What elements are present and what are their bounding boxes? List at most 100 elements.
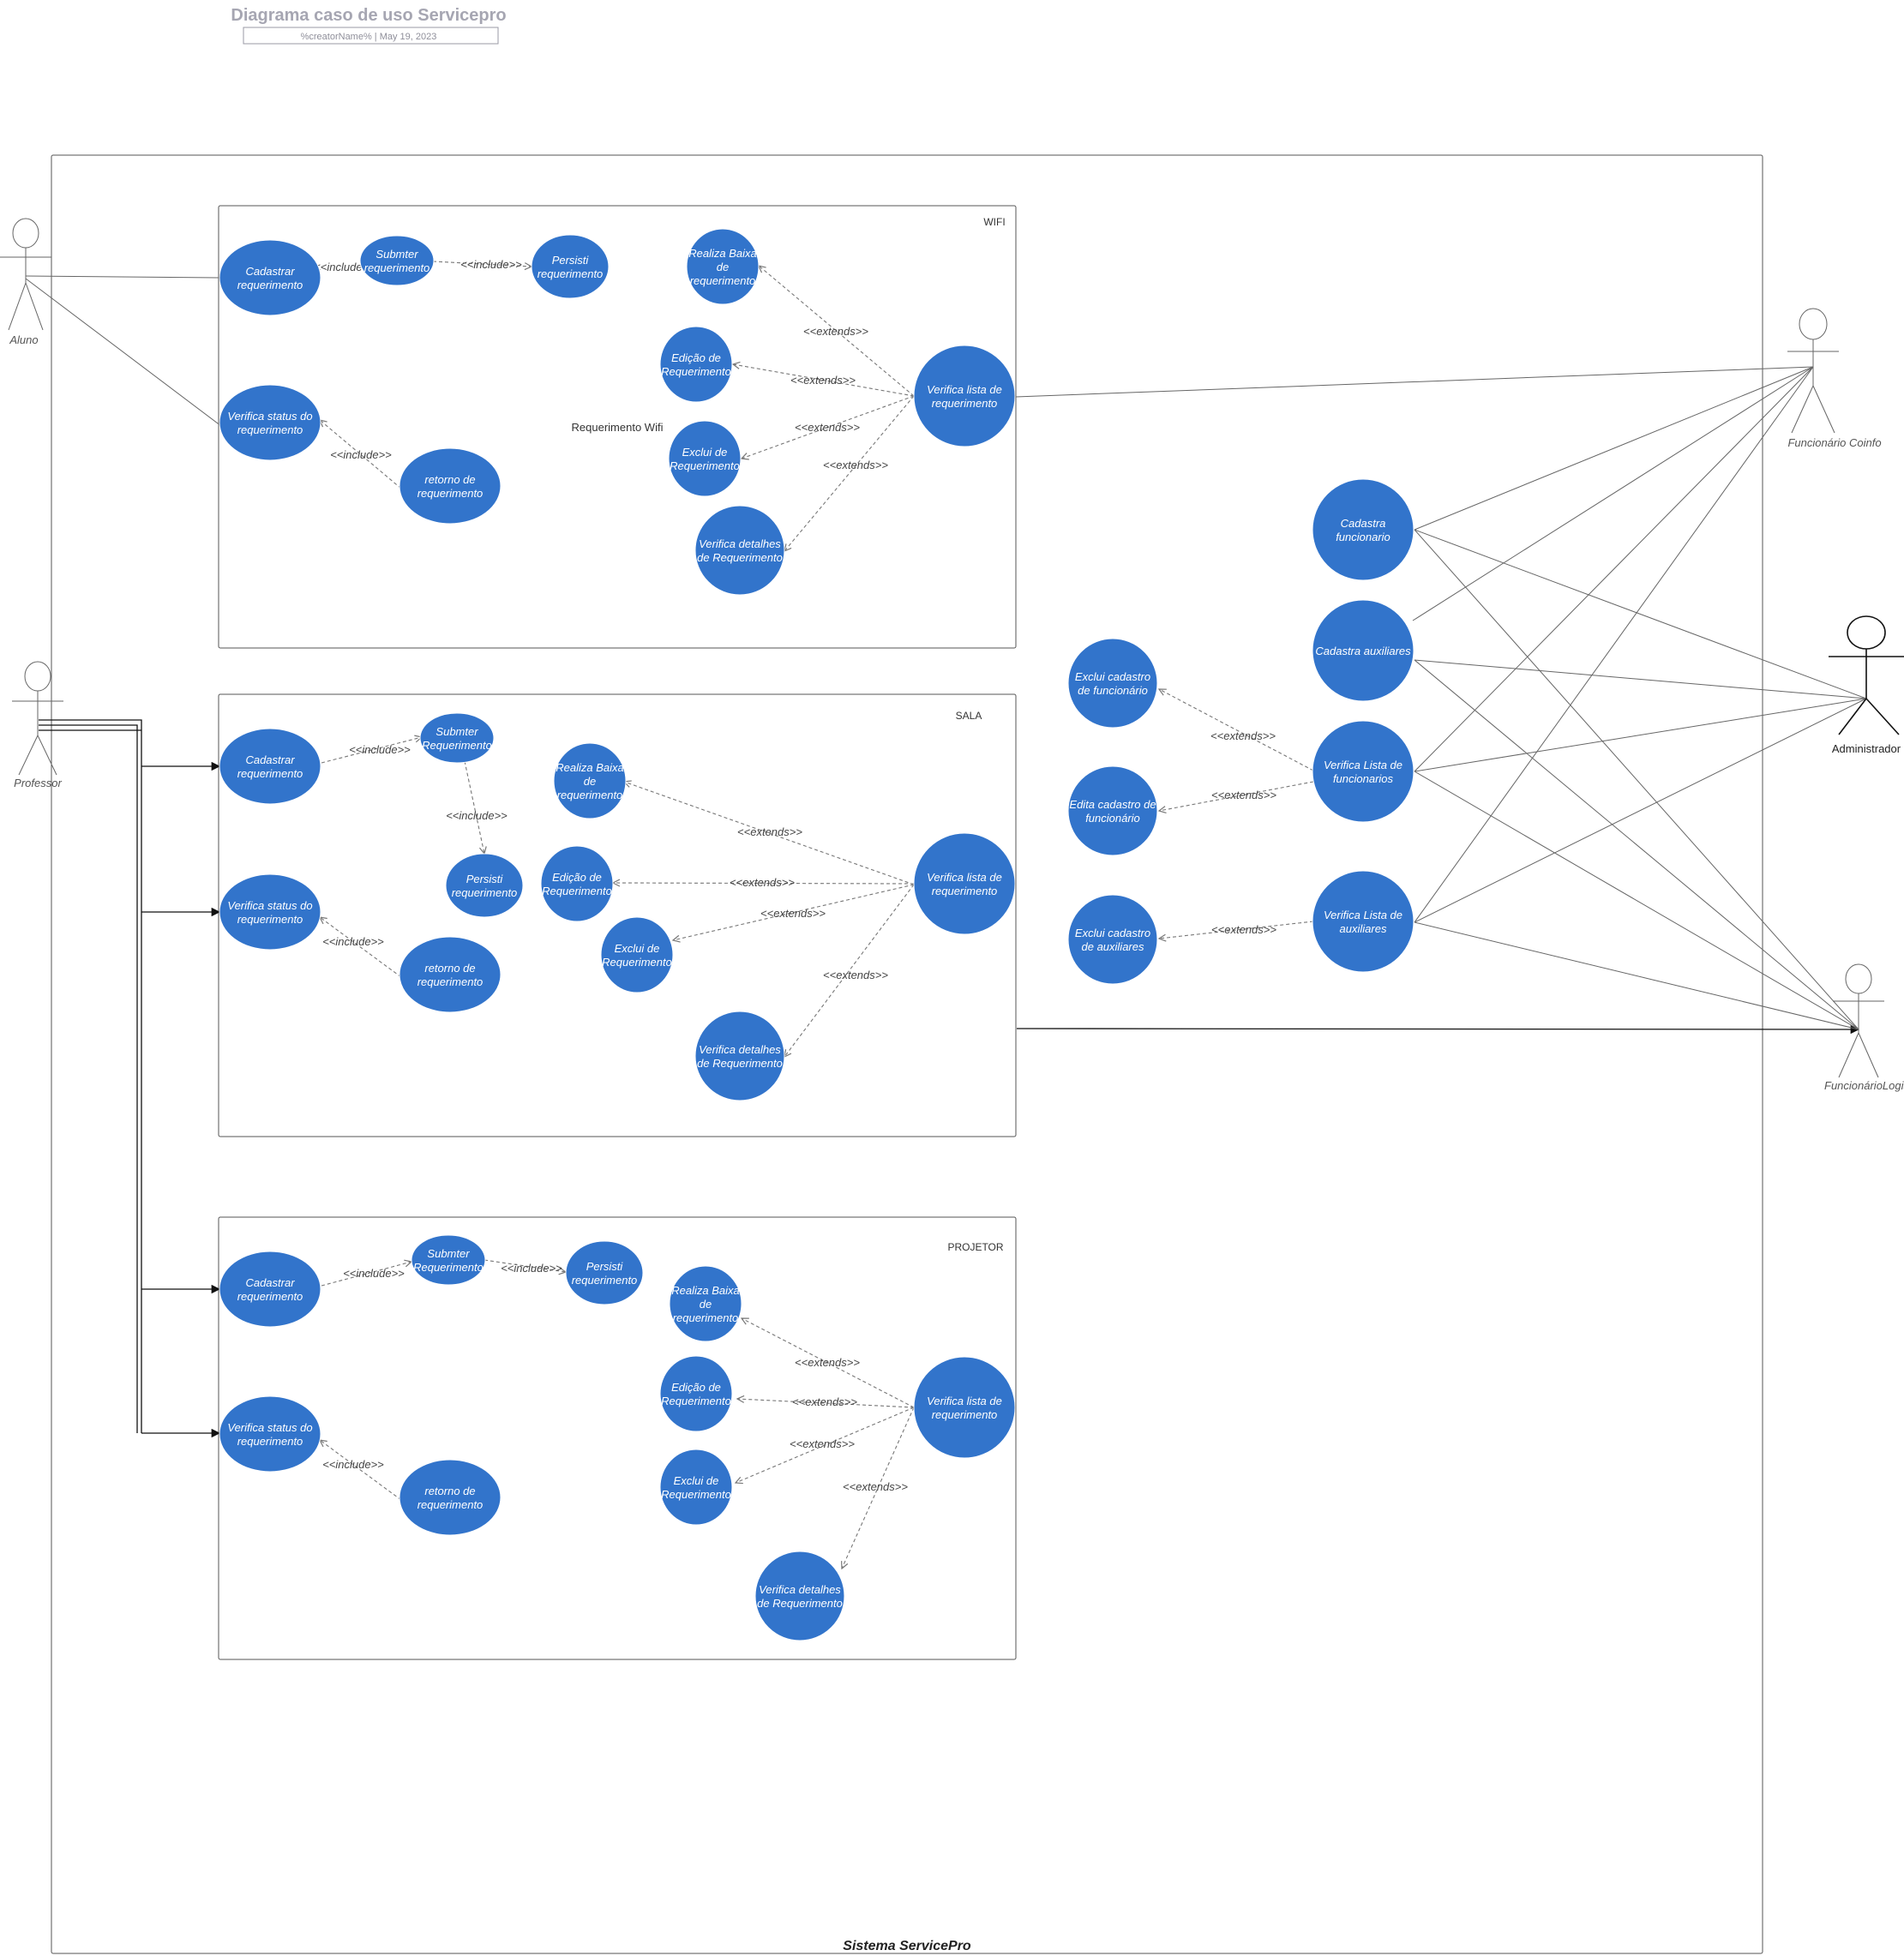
admin-uc-verifica-lista-funcionarios-shape[interactable]	[1312, 720, 1414, 823]
wifi-uc-edicao-requerimento-label-line: Requerimento	[661, 365, 731, 378]
assoc-coinfo-lista-aux	[1414, 366, 1814, 923]
actor-funcionario-coinfo[interactable]: Funcionário Coinfo	[1787, 308, 1882, 449]
admin-uc-cadastra-auxiliares[interactable]: Cadastra auxiliares	[1312, 599, 1414, 702]
sala-uc-exclui-requerimento-shape[interactable]	[600, 916, 674, 993]
actor-funcionario-logistica[interactable]: FuncionárioLogistica	[1824, 963, 1904, 1092]
proj-uc-verifica-lista-shape[interactable]	[913, 1356, 1016, 1459]
proj-uc-verifica-status-shape[interactable]	[219, 1395, 321, 1473]
proj-uc-exclui-requerimento-label-line: Requerimento	[661, 1488, 731, 1501]
wifi-uc-retorno-requerimento-label-line: retorno de	[424, 473, 475, 486]
assoc-log-lista-func	[1414, 771, 1859, 1030]
wifi-uc-verifica-detalhes-shape[interactable]	[694, 505, 785, 596]
sala-uc-realiza-baixa-shape[interactable]	[553, 742, 627, 819]
admin-uc-verifica-lista-auxiliares-shape[interactable]	[1312, 870, 1414, 973]
sala-uc-verifica-detalhes-shape[interactable]	[694, 1011, 785, 1101]
wifi-uc-retorno-requerimento-shape[interactable]	[399, 447, 502, 525]
proj-uc-submeter-requerimento-shape[interactable]	[411, 1234, 486, 1286]
actor-aluno[interactable]: Aluno	[0, 218, 51, 346]
diagram-subtitle: %creatorName% | May 19, 2023	[301, 32, 437, 42]
proj-uc-verifica-detalhes-shape[interactable]	[754, 1551, 845, 1641]
wifi-uc-submeter-requerimento-shape[interactable]	[359, 235, 435, 286]
admin-uc-cadastra-auxiliares-shape[interactable]	[1312, 599, 1414, 702]
sala-uc-edicao-requerimento-shape[interactable]	[540, 845, 614, 922]
actor-professor[interactable]: Professor	[12, 661, 63, 789]
wifi-uc-cadastrar-requerimento-shape[interactable]	[219, 239, 321, 316]
wifi-ext-lista-detalhes	[784, 395, 915, 551]
wifi-uc-verifica-lista-shape[interactable]	[913, 345, 1016, 447]
system-boundary	[51, 154, 1763, 1954]
wifi-uc-edicao-requerimento-label-line: Edição de	[671, 351, 721, 364]
proj-ext-lista-detalhes	[842, 1407, 915, 1569]
sala-uc-verifica-lista-label-line: Verifica lista de	[927, 871, 1002, 884]
package-wifi-name: WIFI	[983, 216, 1005, 228]
proj-uc-exclui-requerimento-shape[interactable]	[659, 1449, 733, 1526]
sala-uc-verifica-status-shape[interactable]	[219, 873, 321, 951]
proj-uc-cadastrar-requerimento-shape[interactable]	[219, 1251, 321, 1328]
admin-uc-exclui-cadastro-funcionario-shape[interactable]	[1067, 638, 1158, 729]
sala-uc-persistir-requerimento-shape[interactable]	[445, 853, 524, 918]
sala-rel-ext2: <<extends>>	[730, 876, 795, 889]
sala-uc-persistir-requerimento-label-line: Persisti	[466, 873, 504, 885]
proj-uc-persistir-requerimento-shape[interactable]	[565, 1240, 644, 1305]
actor-administrador[interactable]: Administrador	[1829, 615, 1904, 755]
wifi-uc-persistir-requerimento-shape[interactable]	[531, 234, 610, 299]
sala-uc-submeter-requerimento-label-line: Submter	[435, 725, 478, 738]
wifi-uc-realiza-baixa-shape[interactable]	[686, 228, 760, 305]
sala-uc-submeter-requerimento-shape[interactable]	[419, 712, 495, 764]
wifi-uc-edicao-requerimento-shape[interactable]	[659, 326, 733, 403]
sala-inc-retorno-status	[320, 917, 402, 978]
wifi-uc-exclui-requerimento-shape[interactable]	[668, 420, 742, 497]
wifi-uc-verifica-status-shape[interactable]	[219, 384, 321, 461]
sala-uc-cadastrar-requerimento-shape[interactable]	[219, 728, 321, 805]
sala-uc-verifica-lista-shape[interactable]	[913, 832, 1016, 935]
proj-uc-retorno-requerimento-shape[interactable]	[399, 1459, 502, 1536]
admin-uc-edita-cadastro-funcionario-shape[interactable]	[1067, 765, 1158, 856]
sala-uc-verifica-lista-label-line: requerimento	[932, 885, 998, 897]
proj-rel-inc2: <<include>>	[501, 1262, 562, 1275]
admin-uc-exclui-cadastro-auxiliares-shape[interactable]	[1067, 894, 1158, 985]
wifi-uc-verifica-detalhes-label-line: de Requerimento	[697, 551, 783, 564]
sala-uc-retorno-requerimento-shape[interactable]	[399, 936, 502, 1013]
wifi-uc-verifica-status-label-line: requerimento	[237, 423, 303, 436]
proj-uc-edicao-requerimento-shape[interactable]	[659, 1355, 733, 1432]
proj-uc-realiza-baixa-shape[interactable]	[669, 1265, 742, 1342]
admin-uc-cadastra-funcionario-shape[interactable]	[1312, 478, 1414, 581]
